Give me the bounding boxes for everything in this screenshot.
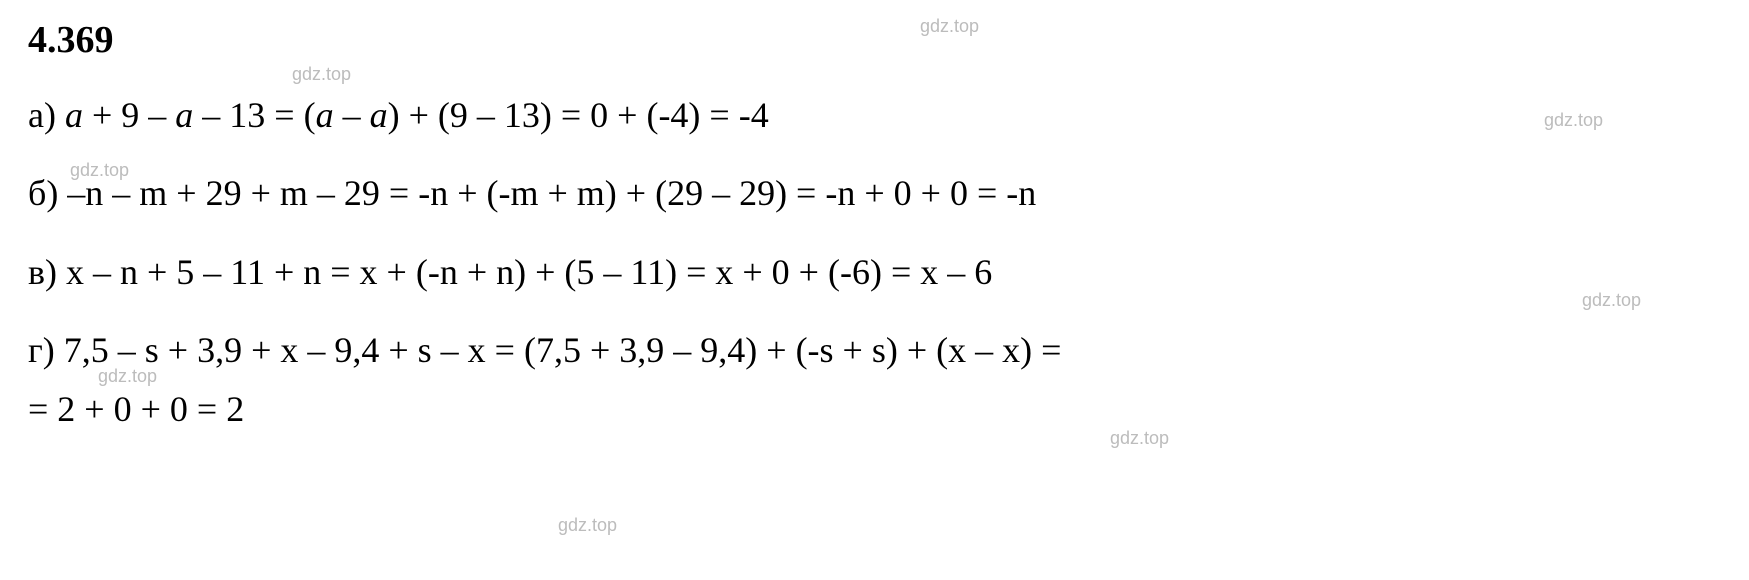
solution-line-a: а) a + 9 – a – 13 = (a – a) + (9 – 13) =… (28, 90, 1721, 140)
text-a: а) a + 9 – a – 13 = (a – a) + (9 – 13) =… (28, 95, 769, 135)
watermark: gdz.top (292, 64, 351, 85)
watermark: gdz.top (558, 515, 617, 536)
solution-line-b: б) –n – m + 29 + m – 29 = -n + (-m + m) … (28, 168, 1721, 218)
solution-line-g-continuation: = 2 + 0 + 0 = 2 (28, 384, 1721, 434)
problem-number: 4.369 (28, 18, 1721, 62)
solution-line-v: в) x – n + 5 – 11 + n = x + (-n + n) + (… (28, 247, 1721, 297)
solution-line-g: г) 7,5 – s + 3,9 + x – 9,4 + s – x = (7,… (28, 325, 1721, 375)
